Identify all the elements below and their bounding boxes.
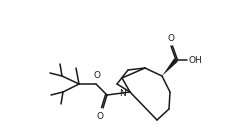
Text: N: N [119,89,126,97]
Text: O: O [96,112,104,121]
Text: O: O [94,71,101,80]
Polygon shape [162,58,178,76]
Text: OH: OH [188,55,202,64]
Text: O: O [167,34,174,43]
